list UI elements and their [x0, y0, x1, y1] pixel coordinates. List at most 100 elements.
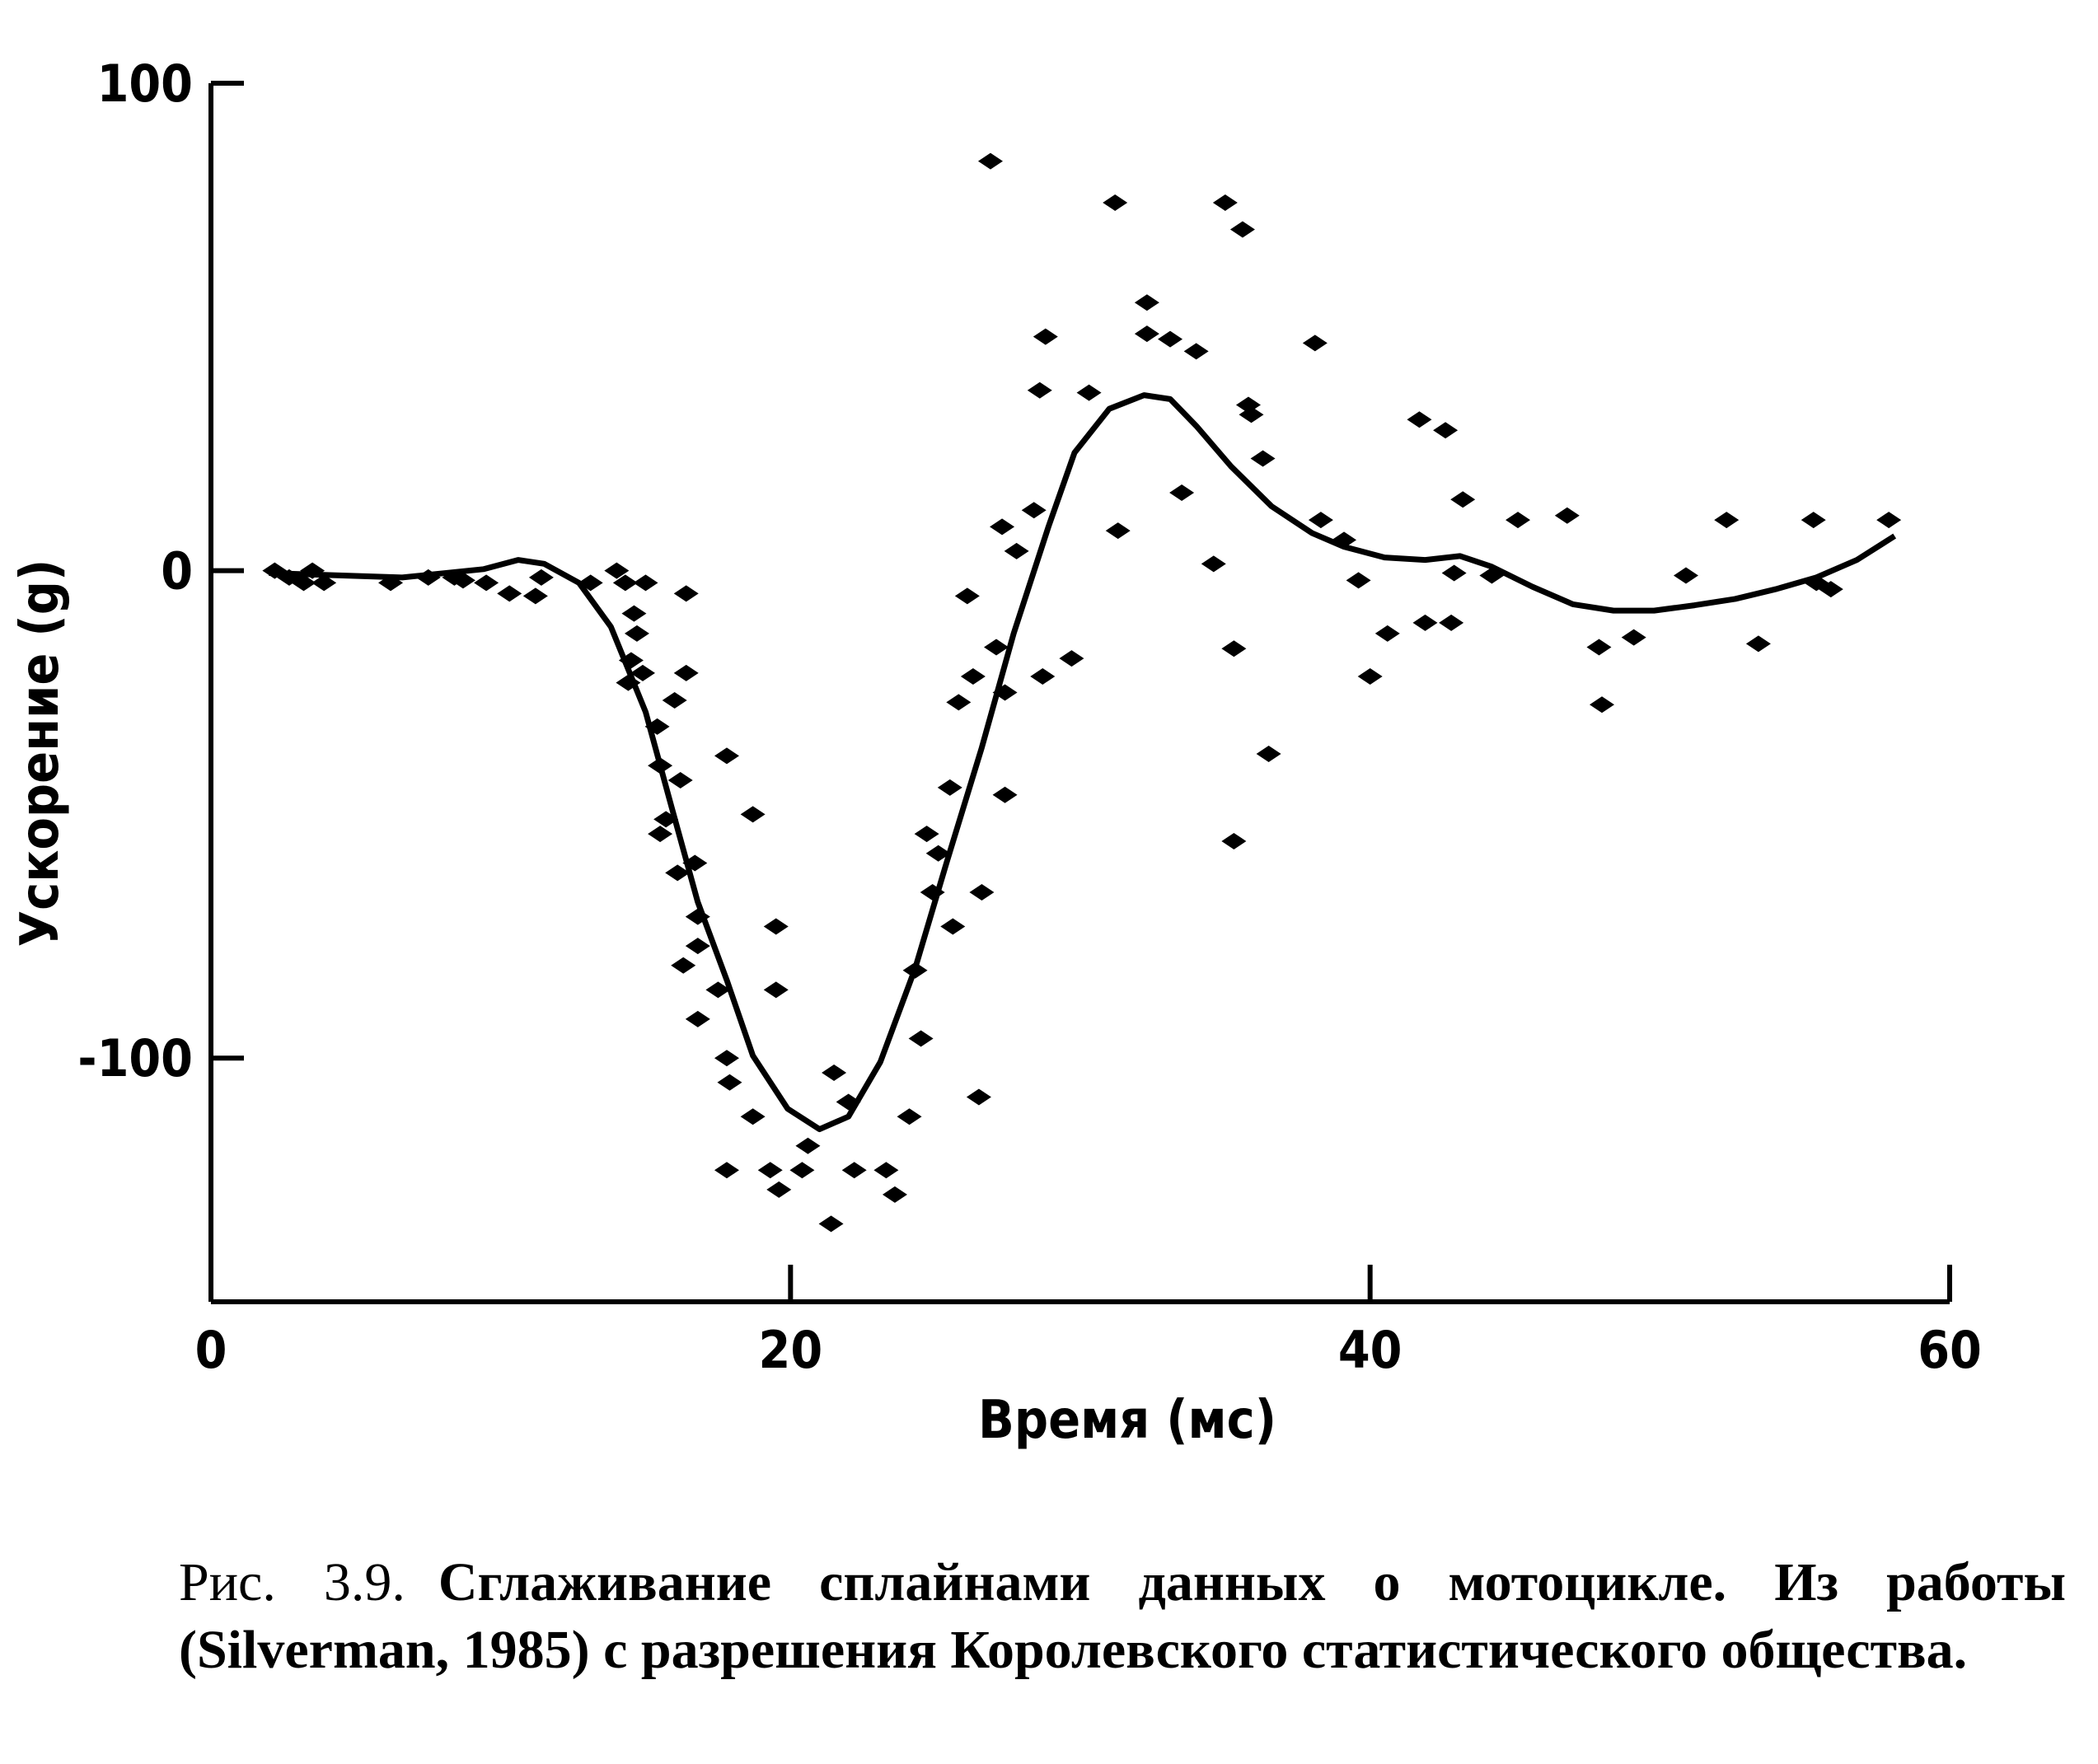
data-point	[1169, 484, 1195, 501]
data-point	[522, 587, 548, 605]
data-point	[908, 1030, 934, 1047]
data-point	[665, 864, 691, 882]
data-point	[1673, 567, 1698, 584]
x-tick-label: 20	[759, 1320, 823, 1380]
data-point	[1450, 491, 1476, 508]
data-point	[990, 518, 1015, 536]
data-point	[1134, 325, 1159, 343]
data-point	[969, 884, 995, 901]
data-point	[612, 574, 638, 592]
data-point	[311, 574, 337, 592]
data-point	[740, 1108, 766, 1125]
smoothing-spline	[269, 392, 1897, 1133]
data-point	[1302, 335, 1328, 352]
data-point	[1554, 507, 1580, 524]
data-point	[1586, 639, 1612, 656]
data-point	[1590, 696, 1614, 714]
data-point	[714, 747, 739, 765]
data-point	[714, 1050, 739, 1067]
data-point	[662, 691, 687, 709]
data-point	[1103, 194, 1128, 211]
data-point	[1876, 512, 1902, 529]
data-point	[450, 572, 475, 589]
data-point	[1250, 450, 1276, 467]
data-point	[1027, 381, 1052, 399]
data-point	[673, 585, 699, 602]
data-point	[1105, 522, 1131, 540]
data-point	[977, 152, 1003, 170]
data-point	[671, 957, 696, 974]
data-point	[1308, 512, 1333, 529]
x-axis-label: Время (мс)	[978, 1390, 1276, 1451]
data-point	[1433, 422, 1459, 439]
data-point	[1221, 640, 1247, 657]
data-point	[841, 1162, 867, 1179]
data-point	[818, 1215, 844, 1233]
caption: Рис. 3.9. Сглаживание сплайнами данных о …	[179, 1549, 2066, 1684]
data-point	[763, 981, 789, 999]
data-point	[757, 1162, 783, 1179]
data-point	[914, 826, 939, 843]
data-point	[1004, 542, 1029, 559]
data-point	[685, 938, 710, 955]
data-point	[1134, 294, 1159, 311]
data-point	[685, 1010, 710, 1027]
caption-label: Рис. 3.9.	[179, 1552, 405, 1612]
data-point	[1030, 667, 1056, 685]
y-tick-label: -100	[77, 1028, 193, 1088]
data-point	[822, 1064, 847, 1081]
data-point	[789, 1162, 815, 1179]
data-point	[992, 786, 1018, 803]
data-point	[1745, 635, 1771, 653]
data-point	[1229, 221, 1255, 238]
data-point	[528, 569, 554, 586]
data-point	[633, 574, 658, 592]
data-point	[648, 826, 673, 843]
data-point	[1346, 572, 1371, 589]
data-point	[940, 918, 966, 935]
data-point	[717, 1074, 742, 1091]
data-point	[984, 639, 1009, 656]
data-point	[1033, 328, 1058, 345]
data-point	[1221, 832, 1247, 849]
y-axis-label: Ускорение (g)	[10, 559, 71, 948]
data-point	[1412, 614, 1438, 631]
data-point	[1256, 746, 1281, 763]
data-point	[624, 625, 649, 642]
data-point	[740, 806, 766, 823]
data-point	[1201, 555, 1226, 573]
data-point	[960, 667, 986, 685]
data-point	[291, 574, 316, 592]
data-point	[766, 1181, 792, 1198]
data-point	[1059, 650, 1084, 667]
y-tick-label: 100	[97, 54, 193, 114]
data-point	[873, 1162, 899, 1179]
x-tick-label: 40	[1338, 1320, 1403, 1380]
data-point	[1021, 502, 1047, 519]
data-point	[882, 1186, 907, 1203]
data-point	[621, 605, 647, 622]
data-point	[1801, 512, 1826, 529]
data-point	[705, 981, 731, 999]
data-point	[1374, 625, 1400, 642]
data-point	[1212, 194, 1238, 211]
data-point	[763, 918, 789, 935]
data-point	[1357, 667, 1383, 685]
data-point	[966, 1088, 991, 1106]
data-point	[630, 664, 655, 681]
data-point	[1621, 629, 1646, 646]
data-point	[925, 845, 951, 862]
caption-text: Сглаживание сплайнами данных о мотоцикле…	[179, 1552, 2066, 1680]
data-point	[795, 1137, 821, 1154]
data-point	[1439, 614, 1464, 631]
data-point	[497, 585, 522, 602]
data-point	[667, 771, 693, 788]
data-point	[714, 1162, 739, 1179]
data-point	[1506, 512, 1531, 529]
chart: Время (мс) Ускорение (g) -100 0 100 0 20 40 60	[10, 54, 1982, 1451]
data-point	[1441, 564, 1467, 582]
y-tick-label: 0	[161, 541, 193, 601]
data-point	[673, 664, 699, 681]
data-point	[604, 562, 630, 579]
